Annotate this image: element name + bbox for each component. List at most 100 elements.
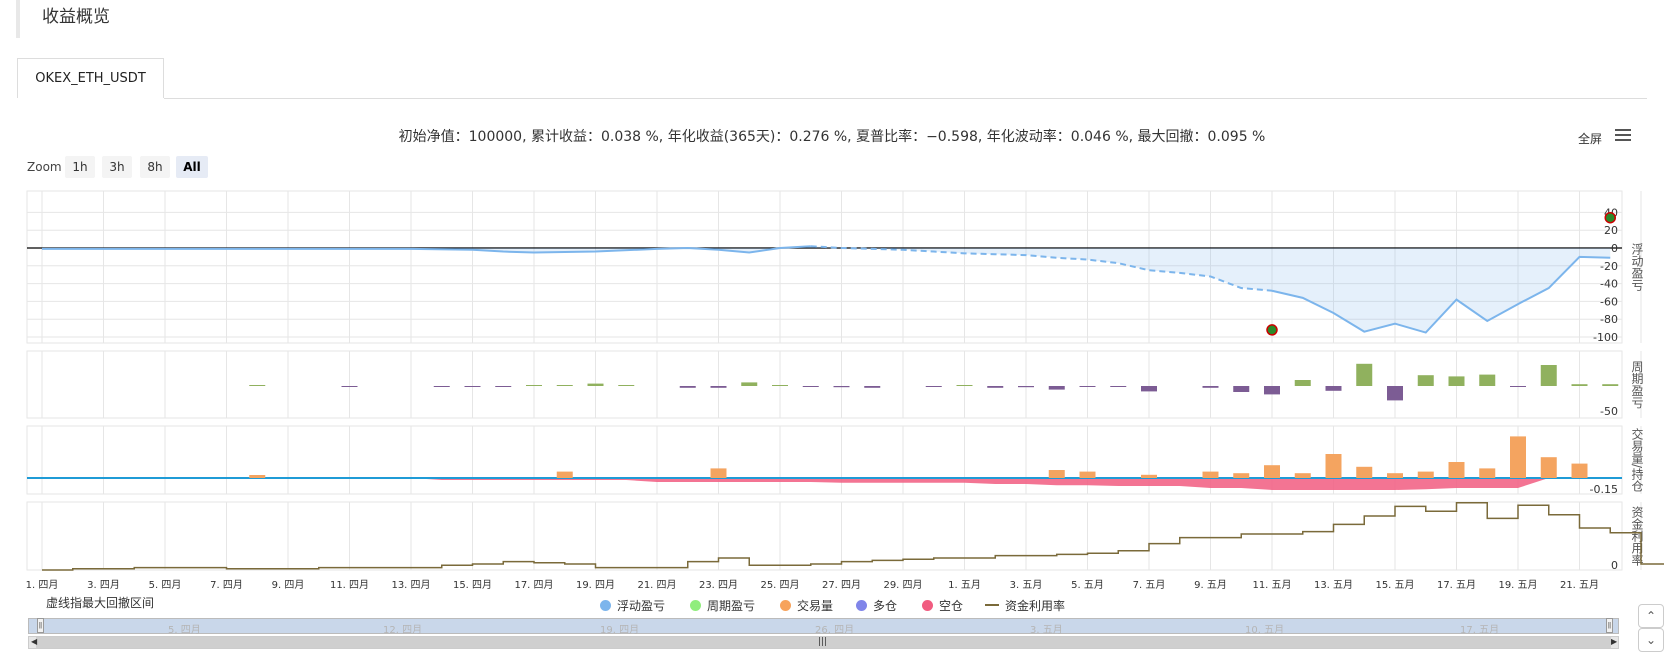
panel-frame: [26, 350, 1623, 419]
period-pnl-bar: [1479, 374, 1496, 386]
x-tick-label: 1. 四月: [26, 579, 59, 591]
x-tick-label: 5. 五月: [1071, 579, 1104, 591]
tab-okex-eth-usdt[interactable]: OKEX_ETH_USDT: [17, 58, 164, 98]
fullscreen-button[interactable]: 全屏: [1578, 132, 1603, 146]
navigator-window[interactable]: [28, 618, 1619, 634]
period-pnl-bar: [1510, 386, 1526, 387]
x-tick-label: 25. 四月: [760, 579, 799, 591]
period-pnl-bar: [1448, 376, 1465, 386]
x-tick-label: 11. 五月: [1252, 579, 1291, 591]
zoom-button-3h[interactable]: 3h: [102, 156, 132, 178]
x-tick-label: 23. 四月: [699, 579, 738, 591]
legend-label: 多仓: [873, 599, 898, 613]
x-tick-label: 15. 五月: [1375, 579, 1414, 591]
x-tick-label: 3. 四月: [87, 579, 120, 591]
navigator-month-label: 17. 五月: [1460, 625, 1500, 636]
period-pnl-bar: [618, 385, 635, 386]
y-tick-label: 0: [1611, 559, 1618, 572]
zoom-label: Zoom: [27, 160, 62, 174]
volume-bar: [1325, 454, 1342, 478]
panel-frame: [26, 190, 1623, 344]
y-tick-label: -50: [1600, 405, 1618, 418]
scroll-left-arrow-icon[interactable]: ◀: [31, 637, 38, 646]
x-tick-label: 21. 四月: [637, 579, 676, 591]
period-pnl-bar: [1571, 384, 1588, 386]
y-tick-label: -80: [1600, 313, 1618, 326]
legend-item[interactable]: 多仓: [856, 597, 897, 614]
legend-item[interactable]: 交易量: [780, 597, 833, 614]
y-tick-label: -20: [1600, 260, 1618, 273]
performance-stats: 初始净值：100000, 累计收益：0.038 %, 年化收益(365天)：0.…: [398, 129, 1266, 145]
scroll-up-button[interactable]: ⌃: [1638, 604, 1664, 628]
volume-bar: [1202, 471, 1219, 478]
panel-frame: [26, 501, 1623, 571]
period-pnl-bar: [1417, 375, 1434, 386]
zoom-button-1h[interactable]: 1h: [65, 156, 95, 178]
panel-title: 资金利用率: [1630, 506, 1644, 566]
period-pnl-bar: [710, 386, 727, 388]
x-tick-label: 19. 四月: [576, 579, 615, 591]
volume-bar: [1479, 468, 1496, 478]
legend-dot-icon: [780, 600, 791, 611]
period-pnl-bar: [772, 385, 788, 386]
floating-pnl-area: [42, 246, 1611, 333]
period-pnl-bar: [864, 386, 881, 388]
period-pnl-bar: [495, 386, 512, 387]
volume-bar: [1079, 471, 1096, 478]
legend-dot-icon: [690, 600, 701, 611]
x-tick-label: 7. 四月: [210, 579, 243, 591]
period-pnl-bar: [1141, 386, 1157, 392]
legend-item[interactable]: 资金利用率: [985, 597, 1065, 614]
period-pnl-bar: [249, 385, 266, 386]
scroll-down-button[interactable]: ⌄: [1638, 628, 1664, 652]
navigator-month-label: 19. 四月: [600, 625, 640, 636]
period-pnl-bar: [741, 382, 758, 386]
floating-pnl-line: [42, 245, 811, 254]
menu-icon[interactable]: [1615, 129, 1631, 143]
x-tick-label: 9. 四月: [272, 579, 305, 591]
scrollbar-thumb[interactable]: [36, 637, 1611, 648]
drawdown-marker: [1604, 211, 1616, 224]
period-pnl-bar: [1356, 363, 1373, 386]
period-pnl-bar: [1387, 386, 1403, 401]
x-tick-label: 15. 四月: [453, 579, 492, 591]
period-pnl-bar: [1294, 380, 1311, 386]
x-tick-label: 13. 五月: [1314, 579, 1353, 591]
volume-bar: [249, 475, 266, 478]
y-tick-label: 20: [1604, 224, 1618, 237]
navigator-right-handle[interactable]: ǁ: [1606, 618, 1613, 633]
chart-legend: 浮动盈亏 周期盈亏 交易量 多仓 空仓 资金利用率: [600, 597, 1100, 613]
tab-divider: [164, 98, 1647, 99]
period-pnl-bar: [833, 386, 850, 388]
period-pnl-bar: [1110, 386, 1127, 387]
volume-bar: [1294, 473, 1311, 478]
scroll-right-arrow-icon[interactable]: ▶: [1611, 637, 1618, 646]
utilization-step-line: [42, 502, 1664, 571]
legend-item[interactable]: 空仓: [922, 597, 963, 614]
max-drawdown-dashed-line: [810, 245, 1273, 292]
period-pnl-bar: [464, 386, 481, 387]
x-tick-label: 21. 五月: [1560, 579, 1599, 591]
zoom-button-8h[interactable]: 8h: [140, 156, 170, 178]
period-pnl-bar: [1264, 386, 1280, 395]
volume-bar: [1571, 463, 1588, 478]
legend-label: 空仓: [939, 599, 964, 613]
zoom-button-all[interactable]: All: [176, 156, 208, 178]
volume-bar: [1540, 457, 1557, 478]
volume-bar: [1510, 436, 1526, 478]
period-pnl-bar: [1048, 386, 1065, 390]
navigator-left-handle[interactable]: ǁ: [37, 618, 44, 633]
legend-item[interactable]: 周期盈亏: [690, 597, 755, 614]
y-tick-label: -0.15: [1590, 483, 1618, 496]
legend-label: 浮动盈亏: [617, 599, 666, 613]
legend-item[interactable]: 浮动盈亏: [600, 597, 665, 614]
drawdown-annotation: 虚线指最大回撤区间: [46, 596, 155, 610]
volume-bar: [1048, 470, 1065, 478]
volume-bar: [710, 468, 727, 478]
x-tick-label: 17. 五月: [1437, 579, 1476, 591]
x-tick-label: 1. 五月: [948, 579, 981, 591]
page-title: 收益概览: [42, 7, 110, 27]
period-pnl-bar: [433, 386, 450, 387]
drawdown-marker: [1266, 324, 1278, 336]
